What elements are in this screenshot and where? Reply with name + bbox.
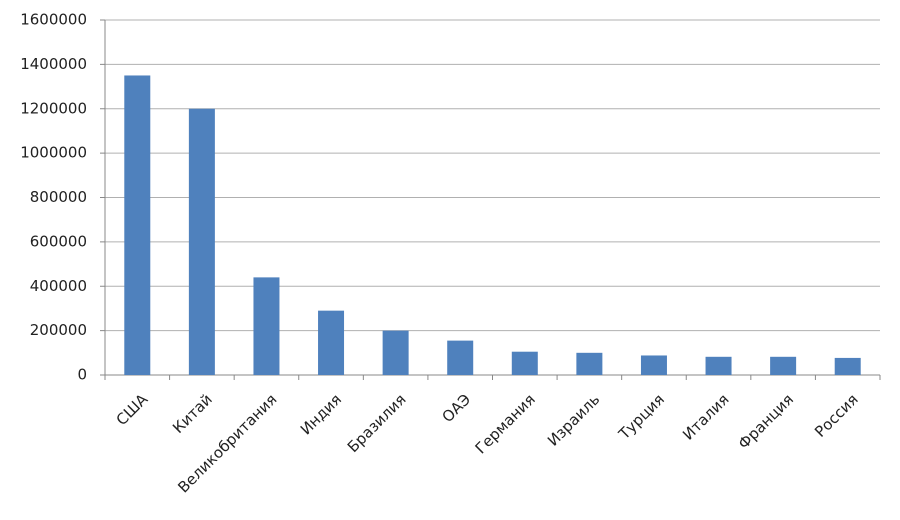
y-tick-label: 400000: [30, 277, 87, 295]
bar: [576, 352, 603, 375]
bar: [447, 340, 474, 375]
bar: [382, 330, 409, 375]
x-tick-label: Индия: [297, 390, 345, 438]
bar: [188, 108, 215, 375]
y-tick-label: 200000: [30, 321, 87, 339]
x-tick-label: Китай: [169, 390, 216, 437]
x-tick-label: Турция: [615, 390, 668, 443]
x-tick-label: Бразилия: [344, 390, 410, 456]
x-tick-label: ОАЭ: [438, 390, 474, 426]
x-tick-label: Израиль: [544, 390, 603, 449]
bar: [318, 310, 345, 375]
bar: [511, 351, 538, 375]
x-tick-label: Германия: [472, 390, 539, 457]
x-tick-label: Италия: [679, 390, 732, 443]
bar: [124, 75, 151, 375]
y-tick-label: 1000000: [20, 144, 87, 162]
bar: [640, 355, 667, 375]
y-tick-label: 1200000: [20, 99, 87, 117]
y-tick-label: 1600000: [20, 11, 87, 29]
y-tick-label: 0: [77, 366, 87, 384]
y-tick-label: 800000: [30, 188, 87, 206]
y-tick-label: 600000: [30, 232, 87, 250]
bar: [705, 356, 732, 375]
bar: [253, 277, 280, 375]
bar: [834, 357, 861, 375]
x-tick-label: Франция: [735, 390, 798, 453]
x-tick-label: США: [113, 390, 152, 429]
bar: [770, 356, 797, 375]
y-tick-label: 1400000: [20, 55, 87, 73]
x-tick-label: Россия: [811, 390, 862, 441]
